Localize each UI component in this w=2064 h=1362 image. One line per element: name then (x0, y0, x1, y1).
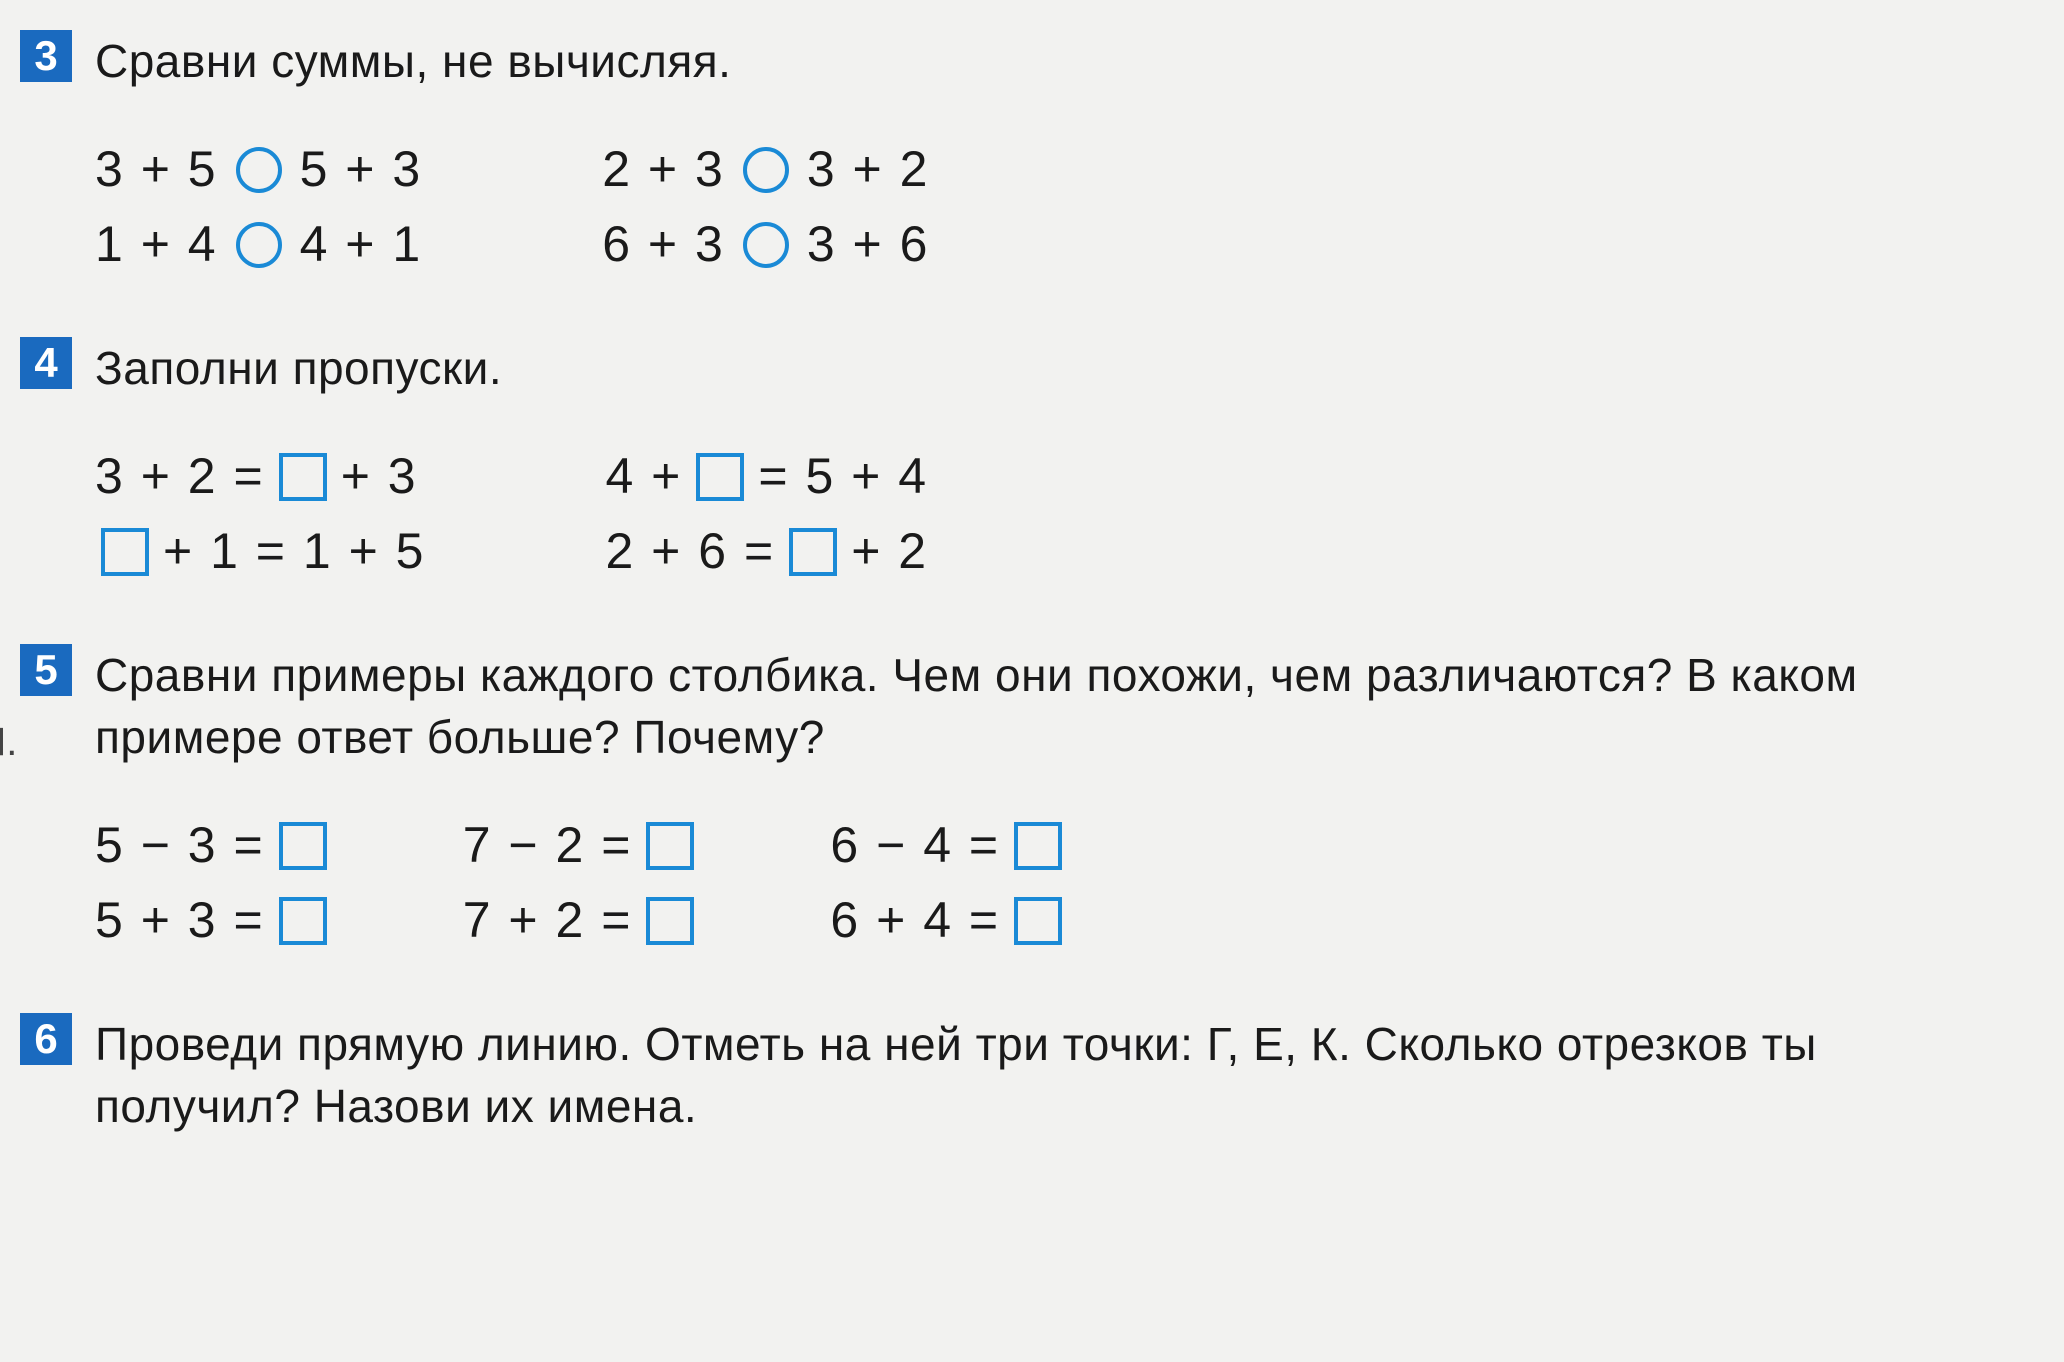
answer-blank-box[interactable] (1014, 897, 1062, 945)
math-expression: 2 + 3 3 + 2 (602, 137, 929, 202)
fill-blank-box[interactable] (696, 453, 744, 501)
expr-part: + 2 (851, 519, 928, 584)
compare-blank-circle[interactable] (743, 147, 789, 193)
exercise-number-badge: 6 (20, 1013, 72, 1065)
answer-blank-box[interactable] (646, 822, 694, 870)
expr-part: + 1 = 1 + 5 (163, 519, 425, 584)
expr-part: 4 + (605, 444, 682, 509)
expr-left: 3 + 5 (95, 137, 218, 202)
expr-right: 5 + 3 (300, 137, 423, 202)
expr-part: + 3 (341, 444, 418, 509)
column-1: 3 + 2 = + 3 + 1 = 1 + 5 (95, 444, 425, 584)
fill-blank-box[interactable] (279, 453, 327, 501)
expr-part: 5 − 3 = (95, 813, 265, 878)
compare-blank-circle[interactable] (236, 222, 282, 268)
column-3: 6 − 4 = 6 + 4 = (830, 813, 1068, 953)
answer-blank-box[interactable] (279, 822, 327, 870)
column-2: 2 + 3 3 + 2 6 + 3 3 + 6 (602, 137, 929, 277)
math-expression: 6 + 3 3 + 6 (602, 212, 929, 277)
math-expression: 3 + 5 5 + 3 (95, 137, 422, 202)
expr-part: 2 + 6 = (605, 519, 775, 584)
math-expression: 6 + 4 = (830, 888, 1068, 953)
exercise-5: 5 Сравни примеры каждого столбика. Чем о… (0, 644, 2024, 953)
page-side-mark: Л. (0, 720, 17, 765)
column-1: 3 + 5 5 + 3 1 + 4 4 + 1 (95, 137, 422, 277)
expr-part: 7 + 2 = (463, 888, 633, 953)
exercise-6: 6 Проведи прямую линию. Отметь на ней тр… (0, 1013, 2024, 1137)
math-expression: 4 + = 5 + 4 (605, 444, 928, 509)
expr-left: 2 + 3 (602, 137, 725, 202)
exercise-columns: 3 + 5 5 + 3 1 + 4 4 + 1 2 + 3 3 + 2 6 + … (95, 137, 2024, 277)
exercise-title: Заполни пропуски. (95, 337, 2024, 399)
compare-blank-circle[interactable] (743, 222, 789, 268)
expr-right: 3 + 2 (807, 137, 930, 202)
expr-part: 3 + 2 = (95, 444, 265, 509)
exercise-number-badge: 3 (20, 30, 72, 82)
exercise-number-badge: 4 (20, 337, 72, 389)
expr-part: 7 − 2 = (463, 813, 633, 878)
expr-left: 6 + 3 (602, 212, 725, 277)
math-expression: 5 − 3 = (95, 813, 333, 878)
math-expression: 6 − 4 = (830, 813, 1068, 878)
expr-part: = 5 + 4 (758, 444, 928, 509)
expr-part: 5 + 3 = (95, 888, 265, 953)
math-expression: 7 + 2 = (463, 888, 701, 953)
answer-blank-box[interactable] (1014, 822, 1062, 870)
math-expression: 2 + 6 = + 2 (605, 519, 928, 584)
column-2: 4 + = 5 + 4 2 + 6 = + 2 (605, 444, 928, 584)
exercise-title: Сравни суммы, не вычисляя. (95, 30, 2024, 92)
math-expression: 7 − 2 = (463, 813, 701, 878)
exercise-4: 4 Заполни пропуски. 3 + 2 = + 3 + 1 = 1 … (0, 337, 2024, 584)
exercise-title: Проведи прямую линию. Отметь на ней три … (95, 1013, 2024, 1137)
exercise-columns: 3 + 2 = + 3 + 1 = 1 + 5 4 + = 5 + 4 2 + … (95, 444, 2024, 584)
math-expression: 5 + 3 = (95, 888, 333, 953)
math-expression: 1 + 4 4 + 1 (95, 212, 422, 277)
exercise-number-badge: 5 (20, 644, 72, 696)
math-expression: + 1 = 1 + 5 (95, 519, 425, 584)
expr-part: 6 − 4 = (830, 813, 1000, 878)
exercise-columns: 5 − 3 = 5 + 3 = 7 − 2 = 7 + 2 = 6 − 4 = (95, 813, 2024, 953)
column-1: 5 − 3 = 5 + 3 = (95, 813, 333, 953)
expr-right: 3 + 6 (807, 212, 930, 277)
math-expression: 3 + 2 = + 3 (95, 444, 425, 509)
column-2: 7 − 2 = 7 + 2 = (463, 813, 701, 953)
answer-blank-box[interactable] (646, 897, 694, 945)
exercise-title: Сравни примеры каждого столбика. Чем они… (95, 644, 2024, 768)
expr-part: 6 + 4 = (830, 888, 1000, 953)
exercise-3: 3 Сравни суммы, не вычисляя. 3 + 5 5 + 3… (0, 30, 2024, 277)
compare-blank-circle[interactable] (236, 147, 282, 193)
expr-left: 1 + 4 (95, 212, 218, 277)
fill-blank-box[interactable] (101, 528, 149, 576)
fill-blank-box[interactable] (789, 528, 837, 576)
answer-blank-box[interactable] (279, 897, 327, 945)
expr-right: 4 + 1 (300, 212, 423, 277)
